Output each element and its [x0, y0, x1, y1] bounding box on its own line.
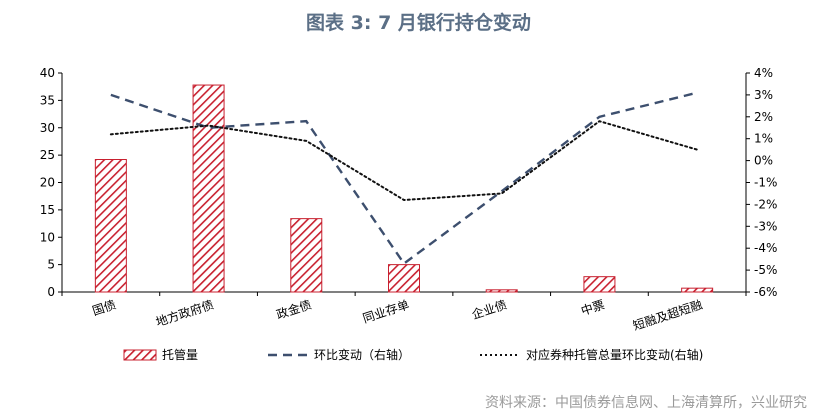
right-tick-label: -6% — [754, 285, 777, 299]
bar — [583, 276, 616, 293]
left-tick-label: 0 — [47, 285, 55, 299]
line-series — [109, 91, 699, 266]
series-line-total — [109, 120, 699, 202]
category-labels: 国债 地方政府债 政金债 同业存单 企业债 中票 短融及超短融 — [91, 297, 704, 334]
category-label: 国债 — [91, 298, 118, 319]
category-label: 同业存单 — [361, 298, 411, 326]
category-label: 地方政府债 — [154, 297, 216, 330]
bar — [192, 84, 225, 293]
category-label: 企业债 — [470, 297, 509, 322]
right-tick-label: -4% — [754, 241, 777, 255]
legend: 托管量 环比变动（右轴） 对应券种托管总量环比变动(右轴) — [123, 347, 703, 362]
left-tick-label: 40 — [40, 66, 55, 80]
right-tick-label: 0% — [754, 154, 773, 168]
bar — [681, 287, 714, 293]
right-tick-label: -5% — [754, 263, 777, 277]
tick-labels: 0 5 10 15 20 25 30 35 40 -6% -5% -4% -3% -2% -1% 0% 1% 2%… — [40, 66, 778, 299]
right-tick-label: 1% — [754, 132, 773, 146]
legend-label: 环比变动（右轴） — [314, 347, 410, 362]
right-tick-label: 4% — [754, 66, 773, 80]
right-tick-label: -3% — [754, 219, 777, 233]
source-note: 资料来源：中国债券信息网、上海清算所，兴业研究 — [485, 395, 807, 411]
category-label: 短融及超短融 — [631, 297, 704, 334]
bar — [290, 218, 323, 293]
category-label: 中票 — [579, 297, 606, 319]
right-tick-label: -2% — [754, 197, 777, 211]
legend-item: 环比变动（右轴） — [268, 347, 410, 362]
right-tick-label: 3% — [754, 88, 773, 102]
legend-item: 托管量 — [123, 347, 198, 362]
bar-series — [94, 84, 714, 293]
right-tick-label: -1% — [754, 176, 777, 190]
legend-item: 对应券种托管总量环比变动(右轴) — [480, 347, 703, 362]
left-tick-label: 35 — [40, 93, 55, 107]
right-tick-label: 2% — [754, 110, 773, 124]
legend-swatch-bar — [123, 349, 157, 361]
left-tick-label: 25 — [40, 148, 55, 162]
legend-label: 对应券种托管总量环比变动(右轴) — [526, 347, 703, 362]
left-tick-label: 20 — [40, 176, 55, 190]
series-line-qoq — [110, 91, 698, 266]
left-tick-label: 30 — [40, 121, 55, 135]
category-label: 政金债 — [274, 297, 313, 322]
left-tick-label: 15 — [40, 203, 55, 217]
bar — [94, 159, 127, 293]
bar — [485, 289, 518, 293]
left-tick-label: 5 — [47, 258, 55, 272]
bar — [388, 264, 420, 293]
left-tick-label: 10 — [40, 230, 55, 244]
chart-title: 图表 3: 7 月银行持仓变动 — [306, 12, 531, 34]
legend-label: 托管量 — [162, 347, 198, 362]
